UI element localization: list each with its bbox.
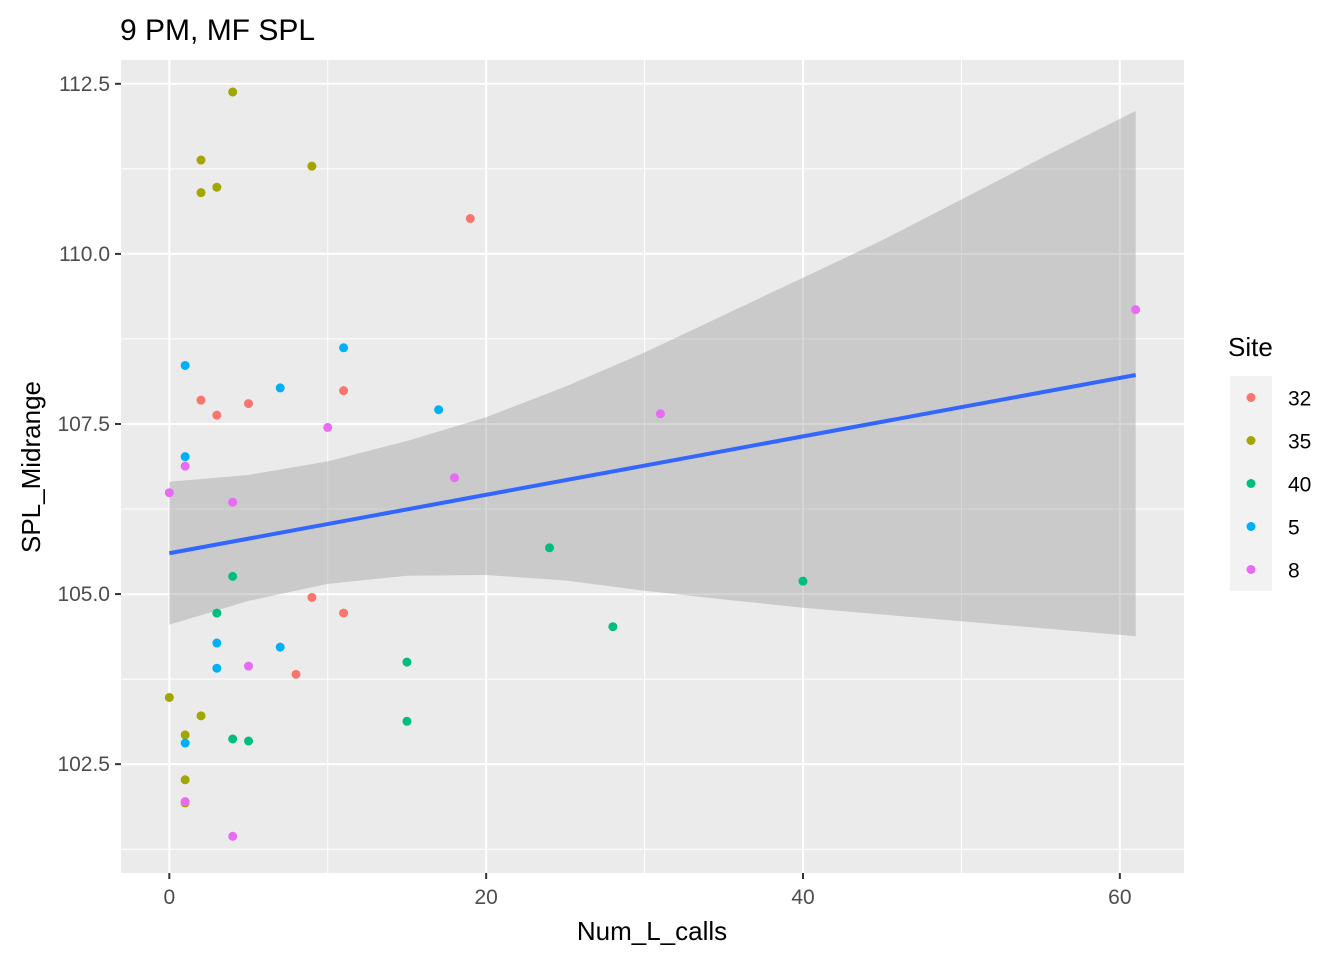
y-tick-label: 107.5 <box>57 413 110 436</box>
data-point-site-40 <box>608 622 618 632</box>
data-point-site-8 <box>244 661 254 671</box>
data-point-site-35 <box>180 775 190 785</box>
data-point-site-40 <box>798 576 808 586</box>
data-point-site-35 <box>180 730 190 740</box>
data-point-site-32 <box>291 669 301 679</box>
data-point-site-35 <box>196 188 206 198</box>
data-point-site-8 <box>180 461 190 471</box>
data-point-site-32 <box>339 608 349 618</box>
confidence-band <box>169 111 1136 637</box>
y-tick-label: 112.5 <box>59 73 110 96</box>
data-point-site-40 <box>545 543 555 553</box>
legend-key-marker <box>1246 393 1256 402</box>
legend-label-site-5: 5 <box>1288 517 1300 540</box>
data-point-site-8 <box>449 473 459 483</box>
data-point-site-8 <box>655 409 665 419</box>
y-axis: 102.5 105.0 107.5 110.0 112.5 <box>57 73 121 776</box>
data-point-site-35 <box>164 692 174 702</box>
legend-key-marker <box>1246 522 1256 531</box>
chart-title: 9 PM, MF SPL <box>120 14 315 47</box>
data-point-site-8 <box>180 797 190 807</box>
data-point-site-35 <box>307 161 317 171</box>
data-point-site-5 <box>434 405 444 415</box>
legend-label-site-40: 40 <box>1288 474 1311 497</box>
regression-line <box>168 373 1137 556</box>
data-point-site-35 <box>196 711 206 721</box>
data-point-site-32 <box>339 386 349 396</box>
y-tick-label: 102.5 <box>57 753 110 776</box>
data-point-site-5 <box>275 383 285 393</box>
data-point-site-40 <box>402 716 412 726</box>
data-point-site-5 <box>180 452 190 462</box>
data-point-site-5 <box>212 638 222 648</box>
data-point-site-8 <box>1131 305 1141 315</box>
x-tick-label: 0 <box>163 886 175 909</box>
data-point-site-40 <box>212 608 222 618</box>
data-point-site-40 <box>228 571 238 581</box>
data-point-site-32 <box>307 592 317 602</box>
x-axis-title: Num_L_calls <box>577 916 727 946</box>
data-point-site-32 <box>212 410 222 420</box>
major-gridlines <box>121 60 1184 873</box>
x-tick-label: 60 <box>1108 886 1131 909</box>
data-point-site-8 <box>323 422 333 432</box>
legend-key-marker <box>1246 479 1256 488</box>
data-point-site-8 <box>228 831 238 841</box>
data-point-site-35 <box>212 182 222 192</box>
data-point-site-32 <box>244 399 254 409</box>
data-point-site-5 <box>180 738 190 748</box>
legend-label-site-35: 35 <box>1288 431 1311 454</box>
plot-panel <box>121 60 1184 873</box>
data-point-site-35 <box>196 155 206 165</box>
legend-key-marker <box>1246 565 1256 574</box>
legend-label-site-32: 32 <box>1288 388 1311 411</box>
data-point-site-8 <box>164 488 174 498</box>
data-point-site-32 <box>196 395 206 405</box>
data-point-site-5 <box>275 642 285 652</box>
data-point-site-40 <box>244 736 254 746</box>
data-point-site-5 <box>180 360 190 370</box>
data-point-site-32 <box>465 214 475 224</box>
data-point-site-5 <box>339 343 349 353</box>
x-tick-label: 20 <box>474 886 497 909</box>
data-point-site-40 <box>228 734 238 744</box>
y-tick-label: 110.0 <box>59 243 110 266</box>
data-point-site-5 <box>212 663 222 673</box>
data-point-site-8 <box>228 497 238 507</box>
data-points <box>164 87 1141 841</box>
legend-label-site-8: 8 <box>1288 560 1300 583</box>
legend: Site 32 35 40 5 8 <box>1228 332 1311 591</box>
data-point-site-40 <box>402 657 412 667</box>
legend-title: Site <box>1228 332 1273 362</box>
x-tick-label: 40 <box>791 886 814 909</box>
y-tick-label: 105.0 <box>57 583 110 606</box>
y-axis-title: SPL_Midrange <box>16 381 46 553</box>
data-point-site-35 <box>228 87 238 97</box>
x-axis: 0 20 40 60 <box>163 873 1132 909</box>
legend-key-marker <box>1246 436 1256 445</box>
